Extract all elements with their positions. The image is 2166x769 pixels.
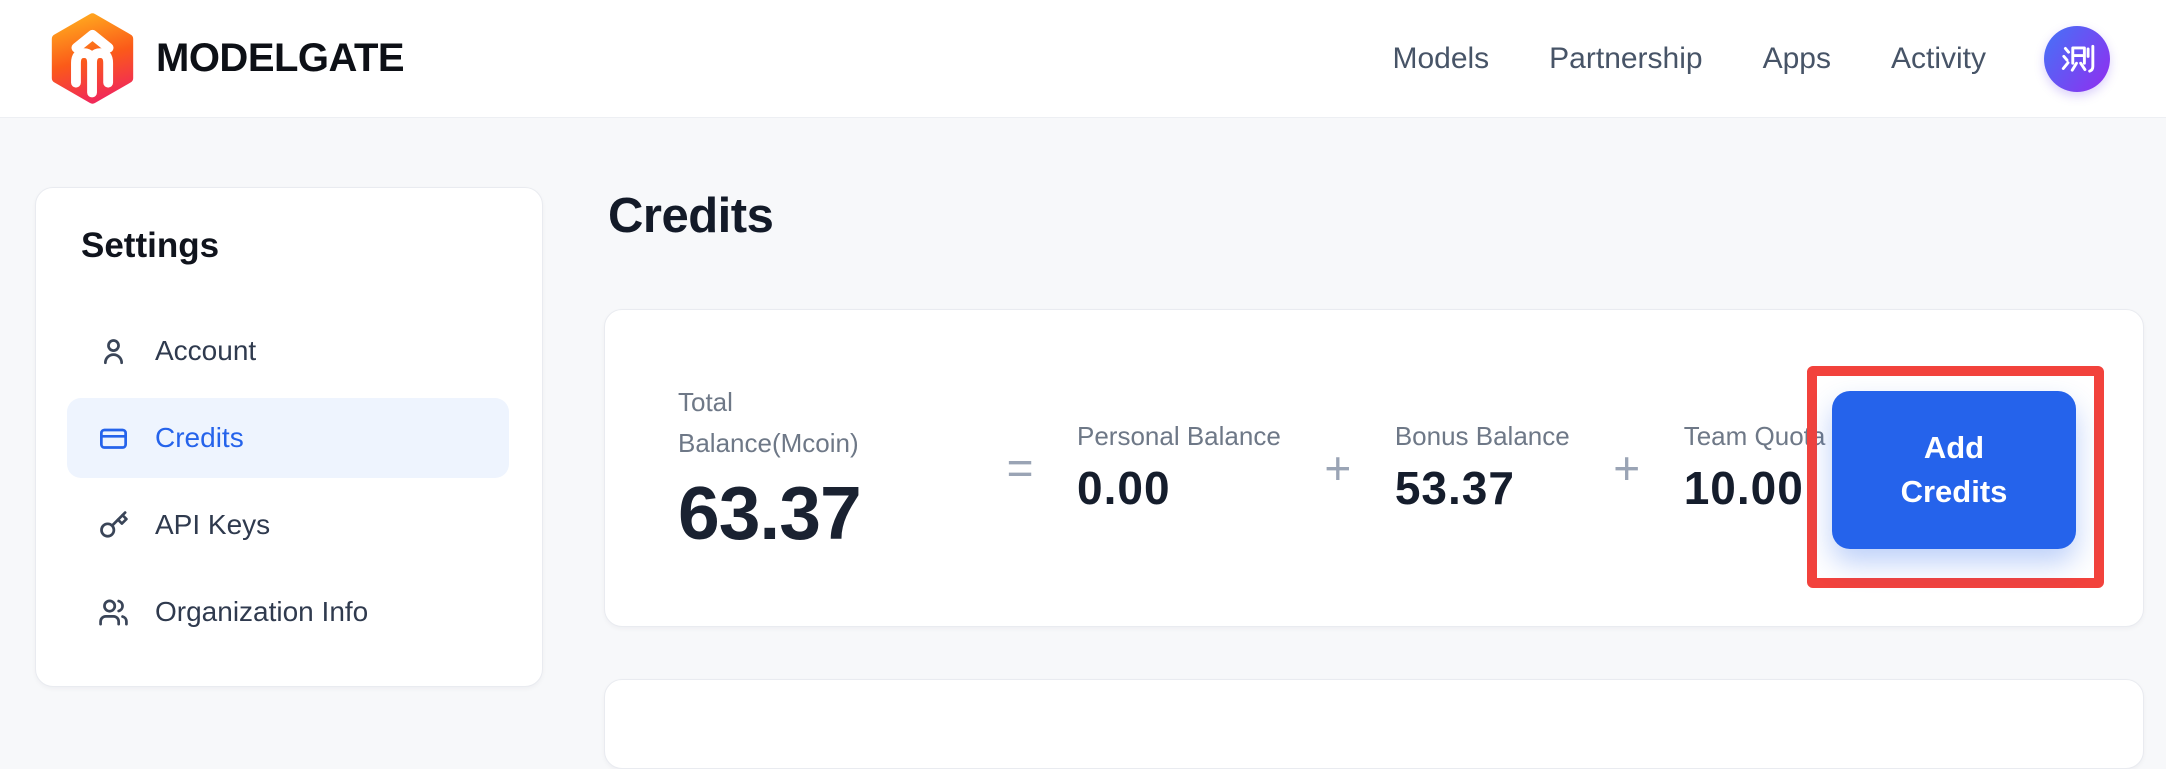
nav-item-apps[interactable]: Apps bbox=[1762, 41, 1831, 75]
brand-home-link[interactable]: MODELGATE bbox=[45, 12, 405, 105]
nav-item-activity[interactable]: Activity bbox=[1890, 41, 1986, 75]
nav-item-models[interactable]: Models bbox=[1392, 41, 1490, 75]
bonus-balance-label: Bonus Balance bbox=[1394, 421, 1570, 451]
secondary-card bbox=[604, 679, 2144, 769]
key-icon bbox=[100, 510, 128, 538]
total-balance-group: Total Balance(Mcoin) 63.37 bbox=[678, 382, 963, 554]
plus-sign: + bbox=[1613, 442, 1641, 494]
sidebar-menu: Account Credits API Keys Orga bbox=[67, 311, 509, 652]
nav-item-partnership[interactable]: Partnership bbox=[1549, 41, 1703, 75]
bonus-balance-value: 53.37 bbox=[1394, 462, 1515, 514]
team-quota-label: Team Quota bbox=[1683, 421, 1826, 451]
sidebar-title: Settings bbox=[81, 226, 220, 265]
add-credits-button[interactable]: Add Credits bbox=[1832, 391, 2076, 549]
avatar-cjk-glyph-icon bbox=[2061, 44, 2095, 73]
sidebar-item-label: Credits bbox=[155, 422, 244, 453]
users-icon bbox=[99, 599, 128, 625]
sidebar-item-api-keys[interactable]: API Keys bbox=[67, 485, 509, 565]
total-balance-label: Total Balance(Mcoin) bbox=[678, 387, 859, 458]
personal-balance-value: 0.00 bbox=[1077, 462, 1171, 514]
plus-sign: + bbox=[1324, 442, 1352, 494]
personal-balance-column: Personal Balance 0.00 bbox=[1077, 421, 1281, 515]
balance-card: Total Balance(Mcoin) 63.37 = Personal Ba… bbox=[604, 309, 2144, 627]
user-icon bbox=[104, 338, 123, 364]
bonus-balance-column: Bonus Balance 53.37 bbox=[1395, 421, 1570, 515]
settings-sidebar: Settings Account Credits API Keys bbox=[35, 187, 543, 687]
brand-name: MODELGATE bbox=[156, 36, 405, 80]
top-header: MODELGATE Models Partnership Apps Activi… bbox=[0, 0, 2166, 118]
user-avatar[interactable] bbox=[2044, 25, 2110, 92]
sidebar-item-label: Account bbox=[155, 335, 257, 366]
equals-sign: = bbox=[1006, 442, 1034, 494]
sidebar-item-credits[interactable]: Credits bbox=[67, 398, 509, 478]
total-balance-value: 63.37 bbox=[678, 471, 862, 555]
main-nav: Models Partnership Apps Activity bbox=[1392, 42, 1986, 76]
personal-balance-label: Personal Balance bbox=[1077, 421, 1281, 451]
page-title: Credits bbox=[608, 189, 774, 243]
sidebar-item-organization-info[interactable]: Organization Info bbox=[67, 572, 509, 652]
sidebar-item-label: API Keys bbox=[155, 509, 271, 540]
sidebar-item-account[interactable]: Account bbox=[67, 311, 509, 391]
modelgate-logo-icon bbox=[51, 13, 134, 104]
credit-card-icon bbox=[100, 428, 127, 449]
sidebar-item-label: Organization Info bbox=[155, 596, 369, 627]
team-quota-column: Team Quota 10.00 bbox=[1684, 421, 1826, 515]
team-quota-value: 10.00 bbox=[1683, 462, 1804, 514]
